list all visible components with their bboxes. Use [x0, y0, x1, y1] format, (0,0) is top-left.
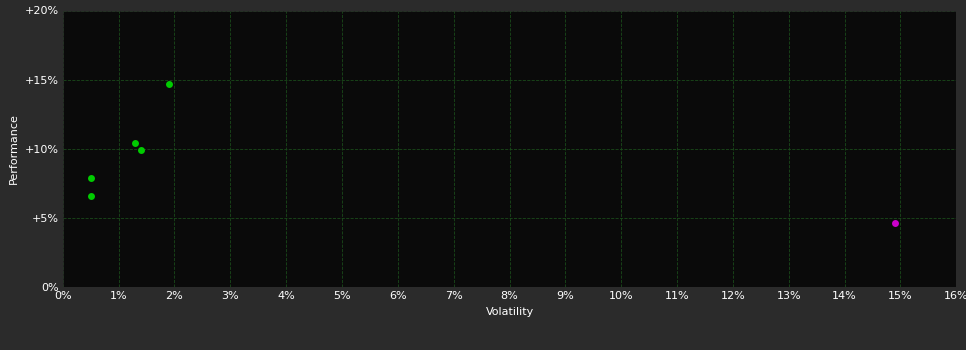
X-axis label: Volatility: Volatility	[486, 307, 533, 317]
Y-axis label: Performance: Performance	[9, 113, 19, 184]
